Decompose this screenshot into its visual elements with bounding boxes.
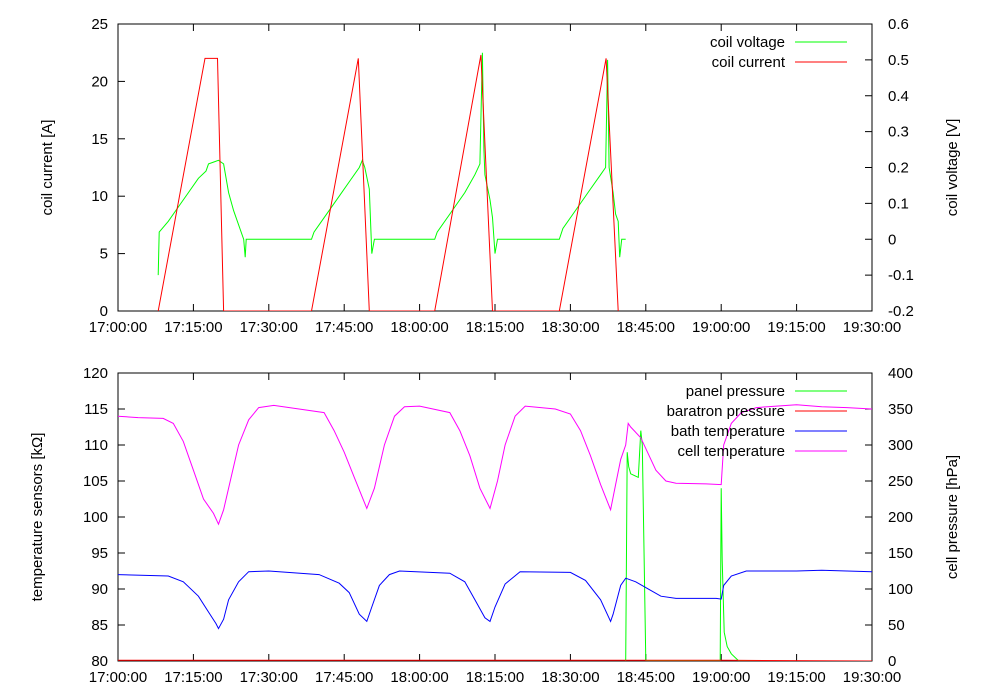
x-tick-label: 17:15:00 (164, 319, 222, 336)
legend-label: bath temperature (671, 423, 785, 440)
y-tick-label: 95 (91, 545, 108, 562)
x-tick-label: 18:45:00 (617, 319, 675, 336)
y2-tick-label: -0.2 (888, 303, 914, 320)
y2-tick-label: 0 (888, 653, 896, 670)
y-tick-label: 5 (100, 246, 108, 263)
y-tick-label: 10 (91, 188, 108, 205)
y2-tick-label: 0.3 (888, 124, 909, 141)
chart-temperature-pressure: 80 85 90 95 100 105 110 115 120 0 50 100 150 200 250 30… (29, 365, 961, 686)
y2-tick-label: 0 (888, 231, 896, 248)
y-axis-label: coil current [A] (39, 120, 56, 216)
y2-axis-label: cell pressure [hPa] (944, 455, 961, 579)
y2-tick-label: 0.5 (888, 52, 909, 69)
y-axis-label: temperature sensors [kΩ] (29, 433, 46, 602)
y2-tick-label: 200 (888, 509, 913, 526)
y-tick-label: 20 (91, 73, 108, 90)
y-tick-label: 105 (83, 473, 108, 490)
y2-tick-label: 400 (888, 365, 913, 382)
x-tick-label: 17:15:00 (164, 669, 222, 686)
legend-label: baratron pressure (667, 403, 785, 420)
series-line-coil-voltage (157, 52, 626, 276)
x-tick-label: 19:15:00 (767, 669, 825, 686)
y-tick-label: 85 (91, 617, 108, 634)
x-tick-label: 19:00:00 (692, 669, 750, 686)
y2-tick-label: 350 (888, 401, 913, 418)
legend-label: coil voltage (710, 34, 785, 51)
legend-label: panel pressure (686, 383, 785, 400)
y-tick-label: 25 (91, 16, 108, 33)
legend-label: cell temperature (677, 443, 785, 460)
y2-tick-label: 100 (888, 581, 913, 598)
x-tick-label: 18:15:00 (466, 669, 524, 686)
y2-tick-label: -0.1 (888, 267, 914, 284)
y-tick-label: 115 (84, 401, 108, 418)
x-tick-label: 17:45:00 (315, 669, 373, 686)
y2-tick-label: 50 (888, 617, 905, 634)
legend-label: coil current (712, 54, 786, 71)
y2-tick-label: 0.1 (888, 195, 909, 212)
y2-tick-label: 0.2 (888, 160, 909, 177)
y-tick-label: 0 (100, 303, 108, 320)
y2-tick-label: 250 (888, 473, 913, 490)
y2-axis-label: coil voltage [V] (944, 119, 961, 217)
x-tick-label: 17:45:00 (315, 319, 373, 336)
y2-tick-label: 150 (888, 545, 913, 562)
y-tick-label: 15 (91, 131, 108, 148)
series-line-coil-current (157, 54, 619, 311)
x-tick-label: 19:30:00 (843, 669, 901, 686)
x-tick-label: 18:00:00 (390, 319, 448, 336)
x-tick-label: 18:15:00 (466, 319, 524, 336)
x-tick-label: 17:00:00 (89, 319, 147, 336)
y-tick-label: 80 (91, 653, 108, 670)
x-tick-label: 17:00:00 (89, 669, 147, 686)
x-tick-label: 19:30:00 (843, 319, 901, 336)
y2-tick-label: 300 (888, 437, 913, 454)
y2-tick-label: 0.4 (888, 88, 909, 105)
x-tick-label: 18:30:00 (541, 319, 599, 336)
x-tick-label: 19:15:00 (767, 319, 825, 336)
series-line-cell-temperature (118, 404, 872, 526)
y2-tick-label: 0.6 (888, 16, 909, 33)
x-tick-label: 18:30:00 (541, 669, 599, 686)
x-tick-label: 18:45:00 (617, 669, 675, 686)
x-tick-label: 17:30:00 (240, 319, 298, 336)
y-tick-label: 110 (84, 437, 108, 454)
x-tick-label: 18:00:00 (390, 669, 448, 686)
x-tick-label: 19:00:00 (692, 319, 750, 336)
series-line-panel-pressure (625, 430, 872, 661)
y-tick-label: 90 (91, 581, 108, 598)
y-tick-label: 100 (83, 509, 108, 526)
series-line-bath-temperature (118, 569, 872, 630)
x-tick-label: 17:30:00 (240, 669, 298, 686)
chart-coil: 0 5 10 15 20 25 -0.2 -0.1 0 0.1 0.2 0.3 0.4 0.5 0.6 17:… (39, 16, 961, 336)
series-line-baratron-pressure (118, 659, 872, 661)
y-tick-label: 120 (83, 365, 108, 382)
